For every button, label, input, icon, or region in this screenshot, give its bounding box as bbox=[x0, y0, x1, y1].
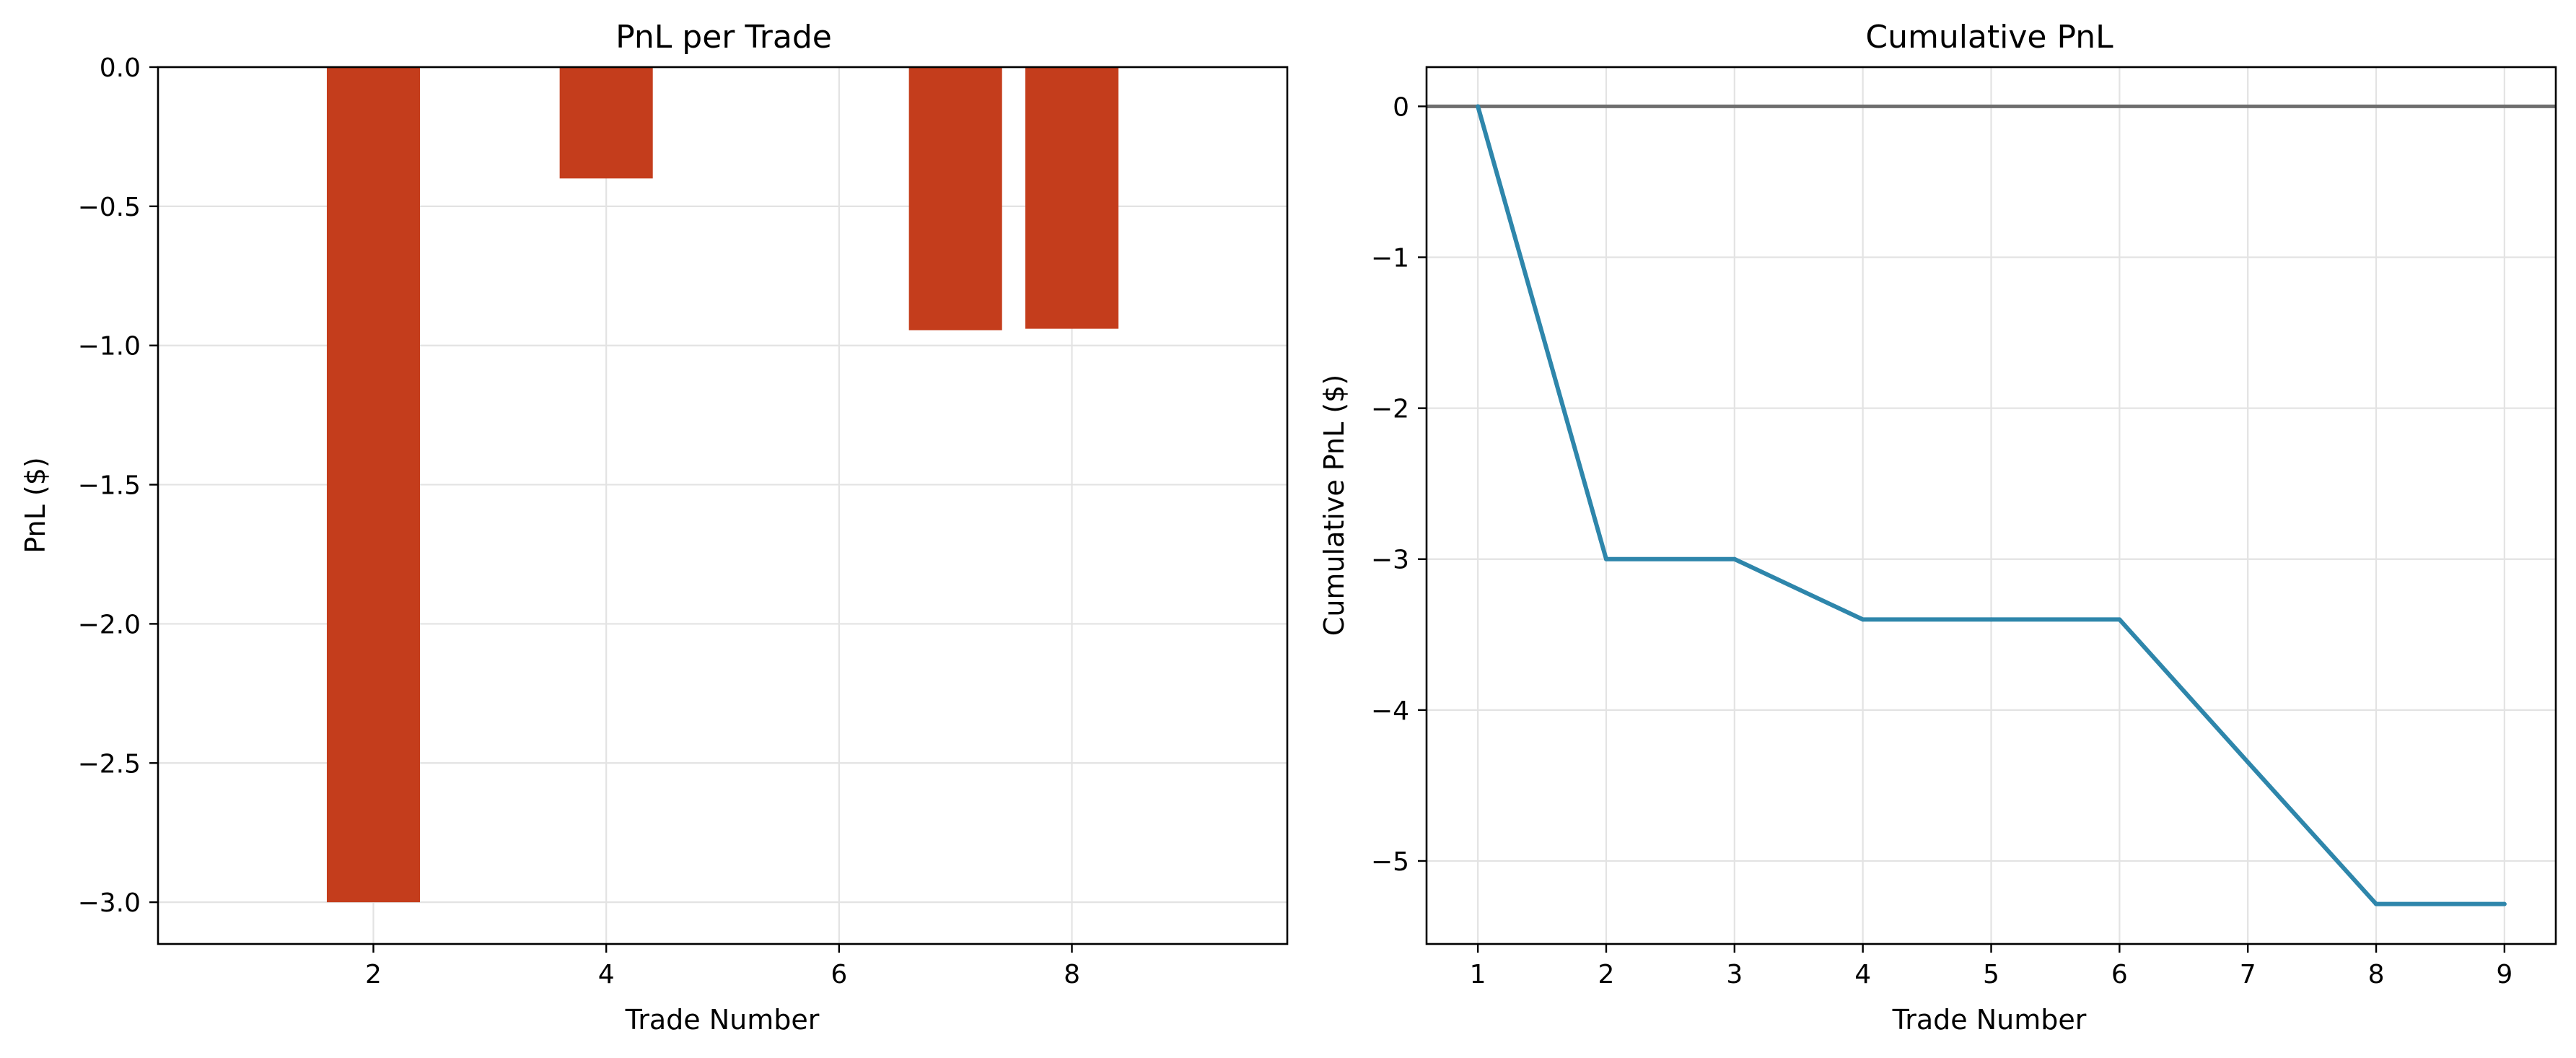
data-point bbox=[1476, 104, 1481, 109]
y-tick-label: −2.0 bbox=[78, 610, 141, 639]
x-tick-label: 2 bbox=[365, 960, 382, 989]
y-axis-label: Cumulative PnL ($) bbox=[1318, 375, 1350, 636]
y-tick-label: −3 bbox=[1371, 546, 1409, 575]
line-series bbox=[1427, 104, 2556, 906]
data-point bbox=[2117, 617, 2122, 622]
y-tick-label: −4 bbox=[1371, 696, 1409, 726]
data-point bbox=[2502, 901, 2507, 906]
data-point bbox=[2374, 901, 2379, 906]
y-tick-label: −1.5 bbox=[78, 471, 141, 501]
chart-title: PnL per Trade bbox=[615, 19, 832, 56]
x-axis-label: Trade Number bbox=[1892, 1004, 2087, 1036]
x-axis-label: Trade Number bbox=[625, 1004, 820, 1036]
pnl-per-trade-chart: PnL per Trade 2 4 6 8 0.0 −0.5 −1.0 −1.5 −2.0 −2.… bbox=[19, 19, 1289, 1036]
x-tick-label: 4 bbox=[1854, 960, 1871, 989]
y-tick-label: −3.0 bbox=[78, 888, 141, 918]
y-tick-label: −1.0 bbox=[78, 332, 141, 362]
y-tick-label: −1 bbox=[1371, 243, 1409, 273]
x-tick-label: 5 bbox=[1983, 960, 1999, 989]
x-tick-label: 8 bbox=[1064, 960, 1080, 989]
y-tick-label: 0.0 bbox=[100, 53, 141, 83]
cumulative-pnl-chart: Cumulative PnL 1 2 3 4 5 6 7 8 9 0 −1 −2 −3 −4 −5 Trad… bbox=[1318, 19, 2557, 1036]
y-tick-label: 0 bbox=[1393, 92, 1409, 122]
x-tick-label: 7 bbox=[2240, 960, 2256, 989]
x-tick-label: 2 bbox=[1598, 960, 1615, 989]
x-tick-label: 6 bbox=[2111, 960, 2128, 989]
x-tick-label: 3 bbox=[1726, 960, 1743, 989]
bar bbox=[559, 67, 653, 179]
axis-ticks: 2 4 6 8 0.0 −0.5 −1.0 −1.5 −2.0 −2.5 −3.0 bbox=[78, 53, 1080, 989]
y-tick-label: −5 bbox=[1371, 847, 1409, 877]
y-tick-label: −0.5 bbox=[78, 193, 141, 222]
bar bbox=[908, 67, 1002, 331]
bar bbox=[326, 67, 421, 903]
bar bbox=[1025, 67, 1119, 329]
chart-title: Cumulative PnL bbox=[1865, 19, 2113, 56]
data-point bbox=[1603, 556, 1608, 561]
y-tick-label: −2.5 bbox=[78, 749, 141, 779]
y-tick-label: −2 bbox=[1371, 395, 1409, 424]
axis-ticks: 1 2 3 4 5 6 7 8 9 0 −1 −2 −3 −4 −5 bbox=[1371, 92, 2513, 989]
y-axis-label: PnL ($) bbox=[19, 457, 51, 553]
x-tick-label: 6 bbox=[831, 960, 847, 989]
x-tick-label: 4 bbox=[598, 960, 615, 989]
bars bbox=[326, 67, 1119, 903]
x-tick-label: 1 bbox=[1470, 960, 1486, 989]
data-point bbox=[1989, 617, 1994, 622]
plot-frame bbox=[157, 66, 1289, 945]
x-tick-label: 8 bbox=[2368, 960, 2385, 989]
data-point bbox=[2246, 760, 2251, 765]
data-point bbox=[1860, 617, 1865, 622]
x-tick-label: 9 bbox=[2496, 960, 2513, 989]
data-point bbox=[1732, 556, 1737, 561]
